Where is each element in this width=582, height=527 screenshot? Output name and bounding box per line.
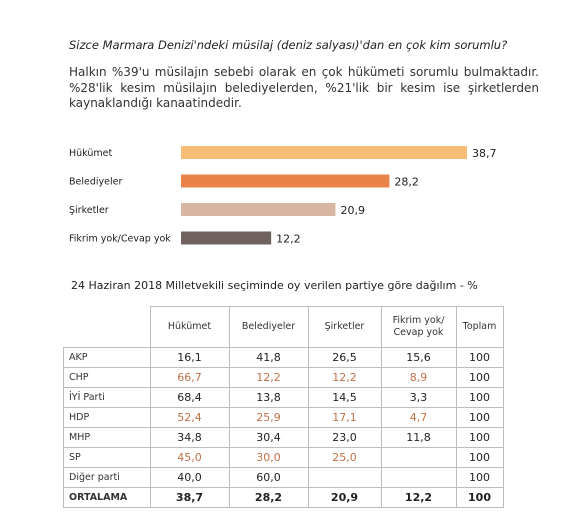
table-cell: 4,7: [380, 407, 457, 428]
table-cell: [380, 447, 457, 468]
summary-text: Halkın %39'u müsilajın sebebi olarak en …: [69, 65, 539, 110]
table-row: SP 45,0 30,0 25,0 100: [63, 447, 504, 468]
table-title: 24 Haziran 2018 Milletvekili seçiminde o…: [71, 279, 478, 292]
bar: [181, 231, 272, 245]
table-cell: 11,8: [380, 427, 457, 448]
table-cell: 68,4: [149, 387, 230, 408]
table-cell: 60,0: [228, 467, 309, 488]
table-row: Diğer parti 40,0 60,0 100: [63, 467, 504, 488]
survey-question: Sizce Marmara Denizi'ndeki müsilaj (deni…: [69, 38, 508, 52]
table-cell: 45,0: [149, 447, 230, 468]
table-cell: 17,1: [307, 407, 382, 428]
bar-category-label: Belediyeler: [69, 177, 122, 188]
table-cell: 25,9: [228, 407, 309, 428]
table-cell: 100: [455, 487, 504, 508]
bar-category-label: Hükümet: [69, 148, 112, 159]
table-cell: [307, 467, 382, 488]
table-cell: 100: [455, 347, 504, 368]
bar-value-label: 38,7: [472, 147, 497, 160]
table-cell: 40,0: [149, 467, 230, 488]
table-cell: 66,7: [149, 367, 230, 388]
table-cell: 12,2: [380, 487, 457, 508]
bar-category-label: Şirketler: [69, 205, 109, 216]
row-label: SP: [63, 447, 151, 468]
table-row: İYİ Parti 68,4 13,8 14,5 3,3 100: [63, 387, 504, 408]
bar-value-label: 20,9: [340, 204, 365, 217]
table-row: ORTALAMA 38,7 28,2 20,9 12,2 100: [63, 487, 504, 508]
row-label: ORTALAMA: [63, 487, 151, 508]
bar: [181, 174, 390, 188]
column-header: Şirketler: [307, 306, 382, 348]
table-cell: [380, 467, 457, 488]
row-label: AKP: [63, 347, 151, 368]
table-cell: 41,8: [228, 347, 309, 368]
table-row: MHP 34,8 30,4 23,0 11,8 100: [63, 427, 504, 448]
table-cell: 25,0: [307, 447, 382, 468]
bar: [181, 146, 467, 159]
column-header: Hükümet: [149, 306, 230, 348]
table-cell: 34,8: [149, 427, 230, 448]
table-row: HDP 52,4 25,9 17,1 4,7 100: [63, 407, 504, 428]
column-header: Toplam: [455, 306, 504, 348]
table-cell: 13,8: [228, 387, 309, 408]
bar-value-label: 12,2: [276, 233, 301, 246]
bar-value-label: 28,2: [394, 176, 419, 189]
column-header: Belediyeler: [228, 306, 309, 348]
table-cell: 100: [455, 367, 504, 388]
table-cell: 15,6: [380, 347, 457, 368]
row-label: İYİ Parti: [63, 387, 151, 408]
table-cell: 12,2: [307, 367, 382, 388]
table-row: CHP 66,7 12,2 12,2 8,9 100: [63, 367, 504, 388]
table-cell: 8,9: [380, 367, 457, 388]
table-cell: 30,0: [228, 447, 309, 468]
table-cell: 16,1: [149, 347, 230, 368]
row-label: Diğer parti: [63, 467, 151, 488]
table-cell: 26,5: [307, 347, 382, 368]
table-cell: 23,0: [307, 427, 382, 448]
row-label: CHP: [63, 367, 151, 388]
table-cell: 100: [455, 447, 504, 468]
table-cell: 30,4: [228, 427, 309, 448]
party-breakdown-table: Hükümet Belediyeler Şirketler Fikrim yok…: [63, 306, 504, 508]
table-row: AKP 16,1 41,8 26,5 15,6 100: [63, 347, 504, 368]
table-cell: 28,2: [228, 487, 309, 508]
table-cell: 3,3: [380, 387, 457, 408]
table-cell: 100: [455, 387, 504, 408]
table-cell: 100: [455, 427, 504, 448]
column-header: Fikrim yok/ Cevap yok: [380, 306, 457, 348]
bar-category-label: Fikrim yok/Cevap yok: [69, 234, 171, 245]
table-cell: 14,5: [307, 387, 382, 408]
bar-chart: Hükümet 38,7 Belediyeler 28,2 Şirketler 20,9 F…: [69, 146, 497, 246]
table-cell: 12,2: [228, 367, 309, 388]
table-cell: 100: [455, 467, 504, 488]
table-cell: 38,7: [149, 487, 230, 508]
table-cell: 20,9: [307, 487, 382, 508]
table-cell: 52,4: [149, 407, 230, 428]
bar: [181, 203, 336, 216]
table-corner: [63, 306, 151, 348]
row-label: HDP: [63, 407, 151, 428]
table-cell: 100: [455, 407, 504, 428]
row-label: MHP: [63, 427, 151, 448]
